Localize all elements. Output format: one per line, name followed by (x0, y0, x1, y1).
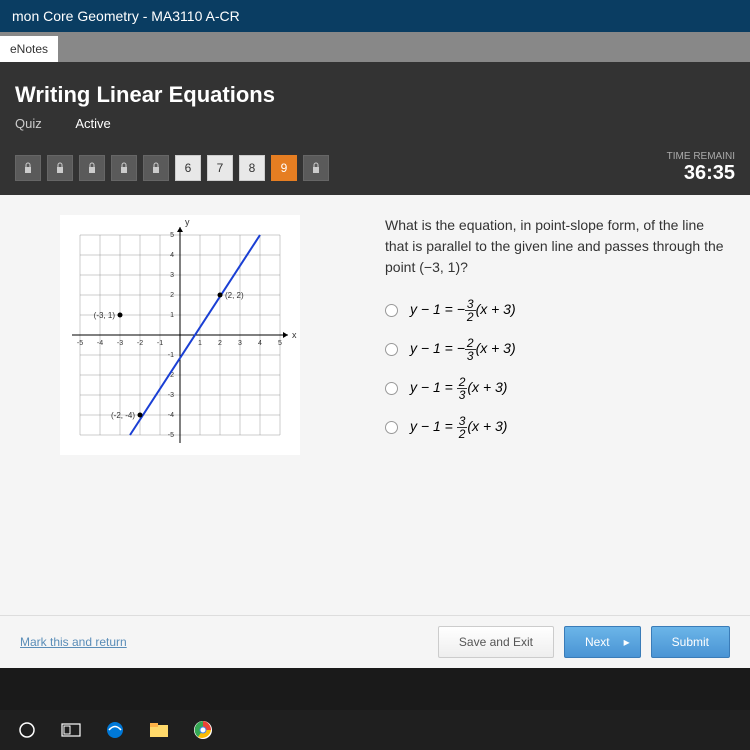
svg-text:x: x (292, 330, 297, 340)
question-box-8[interactable]: 8 (239, 155, 265, 181)
footer-buttons: Save and Exit Next Submit (438, 626, 730, 658)
timer-label: TIME REMAINI (667, 151, 735, 162)
page-subtitle: Quiz Active (15, 116, 735, 131)
question-box-9[interactable]: 9 (271, 155, 297, 181)
edge-icon[interactable] (103, 718, 127, 742)
option-equation: y − 1 = 23(x + 3) (410, 376, 507, 401)
option-4[interactable]: y − 1 = 32(x + 3) (385, 415, 725, 440)
svg-text:1: 1 (170, 312, 174, 319)
page-title: Writing Linear Equations (15, 82, 735, 108)
svg-text:5: 5 (170, 232, 174, 239)
svg-text:-4: -4 (97, 340, 103, 347)
option-equation: y − 1 = −32(x + 3) (410, 298, 516, 323)
svg-text:-5: -5 (168, 432, 174, 439)
svg-text:4: 4 (258, 340, 262, 347)
question-box-10[interactable] (303, 155, 329, 181)
options-list: y − 1 = −32(x + 3) y − 1 = −23(x + 3) y − … (385, 298, 725, 440)
svg-text:(2, 2): (2, 2) (225, 291, 244, 300)
svg-text:2: 2 (170, 292, 174, 299)
svg-text:-1: -1 (157, 340, 163, 347)
radio-icon (385, 343, 398, 356)
chrome-icon[interactable] (191, 718, 215, 742)
svg-text:5: 5 (278, 340, 282, 347)
svg-text:3: 3 (238, 340, 242, 347)
question-box-4[interactable] (111, 155, 137, 181)
option-equation: y − 1 = −23(x + 3) (410, 337, 516, 362)
svg-text:3: 3 (170, 272, 174, 279)
timer: TIME REMAINI 36:35 (667, 151, 735, 185)
svg-text:1: 1 (198, 340, 202, 347)
graph-panel: -5-4-3-2-112345-5-4-3-2-112345(-3, 1)(2,… (0, 195, 360, 615)
svg-text:4: 4 (170, 252, 174, 259)
tab-enotes[interactable]: eNotes (0, 36, 58, 62)
timer-value: 36:35 (667, 162, 735, 185)
svg-text:2: 2 (218, 340, 222, 347)
title-area: Writing Linear Equations Quiz Active (0, 62, 750, 141)
option-2[interactable]: y − 1 = −23(x + 3) (385, 337, 725, 362)
question-box-6[interactable]: 6 (175, 155, 201, 181)
footer-bar: Mark this and return Save and Exit Next … (0, 615, 750, 668)
svg-text:(-2, -4): (-2, -4) (111, 411, 135, 420)
nav-bar: 6789 TIME REMAINI 36:35 (0, 141, 750, 195)
course-header: mon Core Geometry - MA3110 A-CR (0, 0, 750, 32)
question-text: What is the equation, in point-slope for… (385, 215, 725, 278)
radio-icon (385, 421, 398, 434)
question-box-3[interactable] (79, 155, 105, 181)
save-exit-button[interactable]: Save and Exit (438, 626, 554, 658)
mark-link[interactable]: Mark this and return (20, 635, 127, 649)
option-3[interactable]: y − 1 = 23(x + 3) (385, 376, 725, 401)
svg-text:-3: -3 (168, 392, 174, 399)
active-label: Active (75, 116, 110, 131)
content-area: -5-4-3-2-112345-5-4-3-2-112345(-3, 1)(2,… (0, 195, 750, 615)
svg-text:-2: -2 (137, 340, 143, 347)
svg-text:y: y (185, 217, 190, 227)
quiz-label: Quiz (15, 116, 42, 131)
question-box-5[interactable] (143, 155, 169, 181)
radio-icon (385, 304, 398, 317)
cortana-icon[interactable] (15, 718, 39, 742)
course-title: mon Core Geometry - MA3110 A-CR (12, 8, 240, 24)
radio-icon (385, 382, 398, 395)
coordinate-graph: -5-4-3-2-112345-5-4-3-2-112345(-3, 1)(2,… (60, 215, 300, 455)
svg-text:-4: -4 (168, 412, 174, 419)
file-explorer-icon[interactable] (147, 718, 171, 742)
svg-text:(-3, 1): (-3, 1) (94, 311, 116, 320)
svg-text:-3: -3 (117, 340, 123, 347)
question-nav: 6789 (15, 155, 329, 181)
tab-strip: eNotes (0, 32, 750, 62)
next-button[interactable]: Next (564, 626, 641, 658)
submit-button[interactable]: Submit (651, 626, 730, 658)
question-panel: What is the equation, in point-slope for… (360, 195, 750, 615)
option-1[interactable]: y − 1 = −32(x + 3) (385, 298, 725, 323)
question-box-7[interactable]: 7 (207, 155, 233, 181)
svg-text:-5: -5 (77, 340, 83, 347)
taskbar (0, 710, 750, 750)
question-box-2[interactable] (47, 155, 73, 181)
svg-text:-1: -1 (168, 352, 174, 359)
option-equation: y − 1 = 32(x + 3) (410, 415, 507, 440)
taskview-icon[interactable] (59, 718, 83, 742)
question-box-1[interactable] (15, 155, 41, 181)
